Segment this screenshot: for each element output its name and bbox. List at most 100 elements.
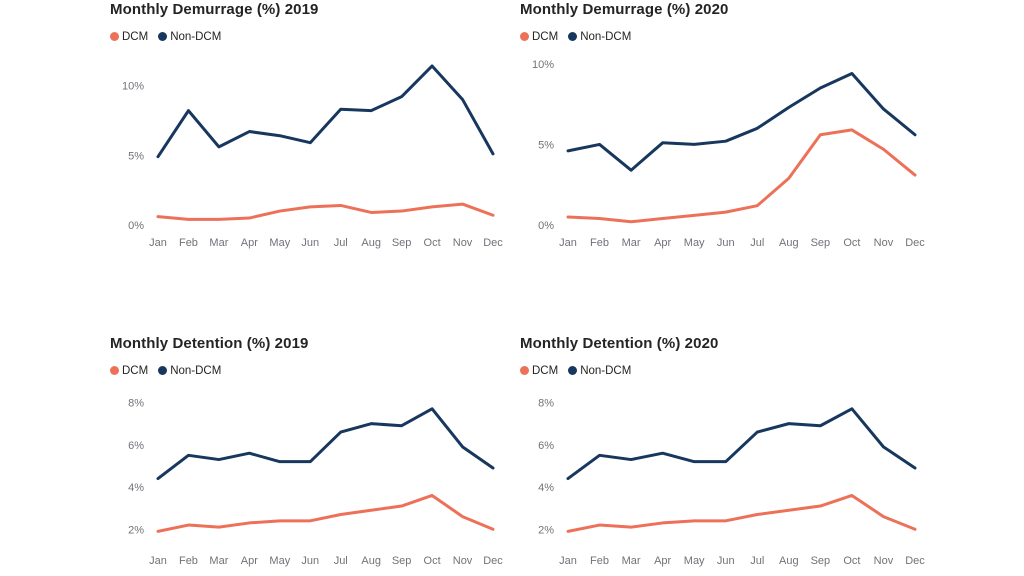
x-axis-label: Nov <box>874 555 894 567</box>
legend-dot-dcm-icon <box>520 32 529 41</box>
x-axis-label: Aug <box>779 555 799 567</box>
series-line-dcm <box>156 493 495 533</box>
x-axis-label: Mar <box>209 237 228 249</box>
line-chart-detention-2019[interactable]: 2% 4% 6% 8% Jan Feb Mar Apr May Jun Jul Aug Sep Oct No… <box>108 381 508 573</box>
x-axis-label: Apr <box>654 237 671 249</box>
x-axis-label: Apr <box>654 555 671 567</box>
series-line-dcm <box>156 202 495 221</box>
x-axis-label: Apr <box>241 555 258 567</box>
legend-label: DCM <box>532 364 559 377</box>
chart-title: Monthly Detention (%) 2019 <box>110 335 309 352</box>
y-axis-label: 8% <box>128 398 144 410</box>
x-axis-label: Jun <box>717 237 735 249</box>
chart-legend: DCM Non-DCM <box>518 29 930 44</box>
x-axis-label: Dec <box>483 555 503 567</box>
x-axis-label: Feb <box>179 555 198 567</box>
x-axis-label: Oct <box>424 555 441 567</box>
legend-item-dcm[interactable]: DCM <box>110 31 148 43</box>
legend-dot-dcm-icon <box>520 366 529 375</box>
x-axis-label: Apr <box>241 237 258 249</box>
x-axis-label: May <box>269 237 290 249</box>
series-line-non-dcm <box>566 72 917 172</box>
chart-panel-demurrage-2019: Monthly Demurrage (%) 2019 DCM Non-DCM 0… <box>108 0 510 272</box>
x-axis-label: Feb <box>590 555 609 567</box>
x-axis-label: Jun <box>301 555 319 567</box>
x-axis-label: Mar <box>622 555 641 567</box>
series-line-non-dcm <box>156 407 495 481</box>
x-axis-label: Nov <box>874 237 894 249</box>
series-line-dcm <box>566 493 917 533</box>
x-axis-label: Aug <box>361 555 381 567</box>
chart-legend: DCM Non-DCM <box>518 363 930 378</box>
x-axis-label: Jun <box>717 555 735 567</box>
y-axis-label: 0% <box>128 220 144 232</box>
legend-dot-dcm-icon <box>110 32 119 41</box>
legend-item-dcm[interactable]: DCM <box>520 365 558 377</box>
x-axis-label: Jul <box>750 555 764 567</box>
y-axis-label: 0% <box>538 220 554 232</box>
x-axis-label: Oct <box>843 237 860 249</box>
legend-dot-dcm-icon <box>110 366 119 375</box>
x-axis-label: Jan <box>559 555 577 567</box>
y-axis-label: 4% <box>538 482 554 494</box>
x-axis-label: Jan <box>149 555 167 567</box>
y-axis-label: 6% <box>538 440 554 452</box>
legend-dot-non-dcm-icon <box>158 32 168 41</box>
legend-item-dcm[interactable]: DCM <box>110 365 148 377</box>
series-line-non-dcm <box>566 407 917 481</box>
x-axis-label: Sep <box>392 237 412 249</box>
legend-item-non-dcm[interactable]: Non-DCM <box>158 365 221 377</box>
chart-title: Monthly Demurrage (%) 2020 <box>520 1 729 18</box>
line-chart-detention-2020[interactable]: 2% 4% 6% 8% Jan Feb Mar Apr May Jun Jul Aug Sep Oct No… <box>518 381 930 573</box>
y-axis-label: 8% <box>538 398 554 410</box>
x-axis-label: Feb <box>590 237 609 249</box>
chart-title: Monthly Demurrage (%) 2019 <box>110 1 319 18</box>
x-axis-label: Aug <box>779 237 799 249</box>
legend-dot-non-dcm-icon <box>568 32 578 41</box>
x-axis-label: May <box>684 555 705 567</box>
chart-panel-detention-2019: Monthly Detention (%) 2019 DCM Non-DCM 2… <box>108 334 510 576</box>
chart-title: Monthly Detention (%) 2020 <box>520 335 719 352</box>
legend-item-non-dcm[interactable]: Non-DCM <box>568 31 631 43</box>
legend-dot-non-dcm-icon <box>158 366 168 375</box>
y-axis-label: 6% <box>128 440 144 452</box>
x-axis-label: Jan <box>149 237 167 249</box>
x-axis-label: Sep <box>811 237 831 249</box>
legend-item-non-dcm[interactable]: Non-DCM <box>568 365 631 377</box>
legend-label: Non-DCM <box>580 30 632 43</box>
x-axis-label: Jan <box>559 237 577 249</box>
x-axis-label: Dec <box>905 237 925 249</box>
x-axis-label: Mar <box>209 555 228 567</box>
legend-item-non-dcm[interactable]: Non-DCM <box>158 31 221 43</box>
chart-panel-demurrage-2020: Monthly Demurrage (%) 2020 DCM Non-DCM 0… <box>518 0 930 272</box>
x-axis-label: Dec <box>483 237 503 249</box>
x-axis-label: Feb <box>179 237 198 249</box>
x-axis-label: Aug <box>361 237 381 249</box>
x-axis-label: Jul <box>334 555 348 567</box>
chart-panel-detention-2020: Monthly Detention (%) 2020 DCM Non-DCM 2… <box>518 334 930 576</box>
legend-label: Non-DCM <box>170 364 222 377</box>
x-axis-label: Sep <box>392 555 412 567</box>
y-axis-label: 5% <box>538 139 554 151</box>
legend-dot-non-dcm-icon <box>568 366 578 375</box>
x-axis-label: Dec <box>905 555 925 567</box>
x-axis-label: May <box>269 555 290 567</box>
x-axis-label: Sep <box>811 555 831 567</box>
legend-label: Non-DCM <box>580 364 632 377</box>
series-line-non-dcm <box>156 64 495 159</box>
x-axis-label: Oct <box>424 237 441 249</box>
y-axis-label: 4% <box>128 482 144 494</box>
line-chart-demurrage-2019[interactable]: 0% 5% 10% Jan Feb Mar Apr May Jun Jul Aug Sep Oct Nov… <box>108 47 508 255</box>
legend-label: DCM <box>532 30 559 43</box>
x-axis-label: Jul <box>334 237 348 249</box>
legend-label: DCM <box>122 364 149 377</box>
legend-label: Non-DCM <box>170 30 222 43</box>
chart-legend: DCM Non-DCM <box>108 29 510 44</box>
y-axis-label: 2% <box>538 524 554 536</box>
legend-label: DCM <box>122 30 149 43</box>
x-axis-label: Oct <box>843 555 860 567</box>
line-chart-demurrage-2020[interactable]: 0% 5% 10% Jan Feb Mar Apr May Jun Jul Aug Sep Oct Nov… <box>518 47 930 255</box>
y-axis-label: 2% <box>128 524 144 536</box>
chart-legend: DCM Non-DCM <box>108 363 510 378</box>
legend-item-dcm[interactable]: DCM <box>520 31 558 43</box>
